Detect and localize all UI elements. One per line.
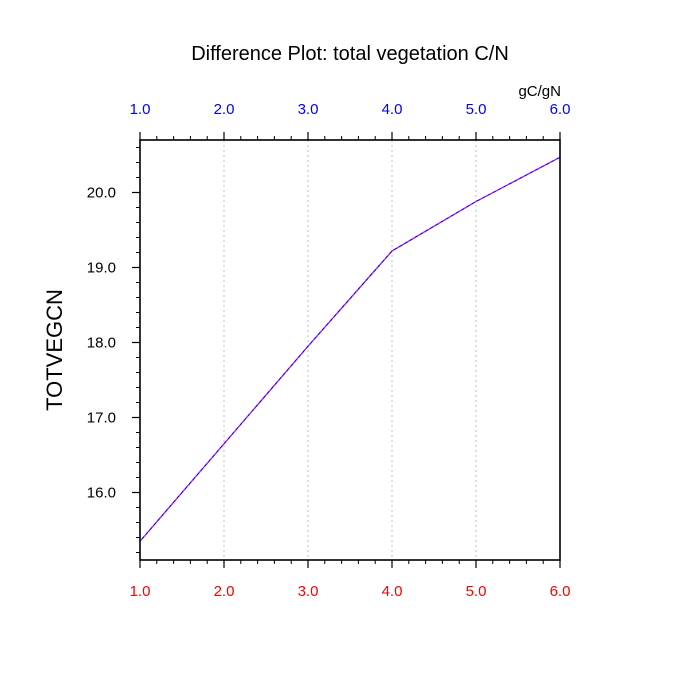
x-tick-label-top-2: 3.0 xyxy=(298,101,319,118)
y-tick-label-4: 20.0 xyxy=(87,185,116,202)
y-tick-label-3: 19.0 xyxy=(87,260,116,277)
x-tick-label-top-1: 2.0 xyxy=(214,101,235,118)
x-tick-label-top-3: 4.0 xyxy=(382,101,403,118)
y-axis-label: TOTVEGCN xyxy=(42,289,67,411)
y-tick-label-1: 17.0 xyxy=(87,410,116,427)
units-label: gC/gN xyxy=(518,83,561,100)
x-tick-label-bottom-4: 5.0 xyxy=(466,583,487,600)
chart-title: Difference Plot: total vegetation C/N xyxy=(191,43,509,65)
plot-frame xyxy=(139,139,561,561)
x-tick-label-top-0: 1.0 xyxy=(130,101,151,118)
x-tick-label-bottom-0: 1.0 xyxy=(130,583,151,600)
x-tick-label-top-4: 5.0 xyxy=(466,101,487,118)
x-tick-label-bottom-1: 2.0 xyxy=(214,583,235,600)
y-tick-label-2: 18.0 xyxy=(87,335,116,352)
x-tick-label-bottom-2: 3.0 xyxy=(298,583,319,600)
x-tick-label-bottom-3: 4.0 xyxy=(382,583,403,600)
grid-lines xyxy=(223,140,477,560)
series-line-dash-0 xyxy=(139,156,561,542)
x-tick-label-top-5: 6.0 xyxy=(550,101,571,118)
tick-labels: 1.0 1.0 2.0 2.0 3.0 3.0 4.0 4.0 5.0 5.0 6.0 6.0 16.0… xyxy=(87,101,571,600)
x-tick-label-bottom-5: 6.0 xyxy=(550,583,571,600)
y-tick-label-0: 16.0 xyxy=(87,485,116,502)
series-lines xyxy=(139,156,561,542)
axis-ticks xyxy=(132,132,561,568)
series-line-0 xyxy=(139,156,561,542)
